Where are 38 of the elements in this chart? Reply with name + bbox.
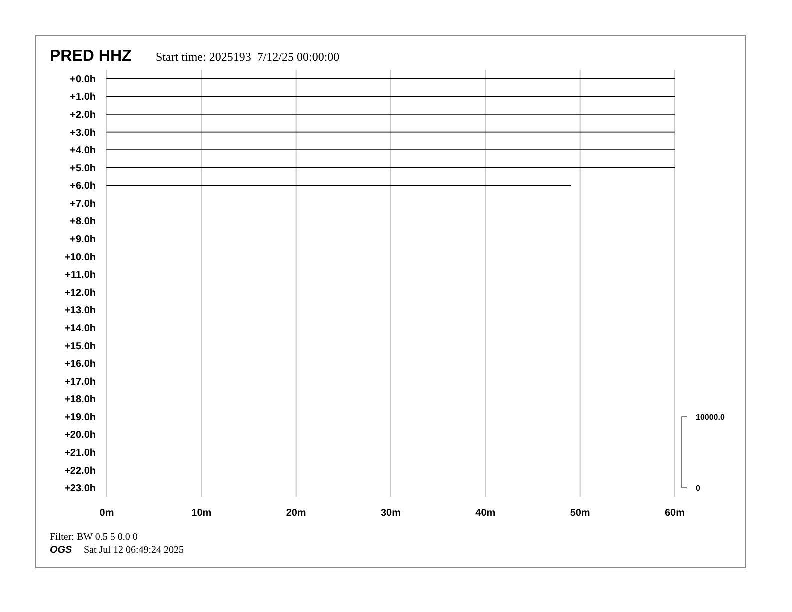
y-tick-label: +17.0h xyxy=(64,376,96,388)
y-tick-label: +11.0h xyxy=(65,270,96,282)
x-tick-label: 10m xyxy=(192,508,212,519)
x-tick-label: 60m xyxy=(664,508,686,519)
y-tick-label: +15.0h xyxy=(64,341,96,352)
y-tick-label: +3.0h xyxy=(70,128,96,139)
y-tick-label: +14.0h xyxy=(64,323,96,334)
y-tick-label: +5.0h xyxy=(70,163,96,174)
y-tick-label: +18.0h xyxy=(64,394,96,406)
x-tick-label: 0m xyxy=(100,508,114,519)
x-tick-label: 40m xyxy=(476,508,496,519)
y-tick-label: +23.0h xyxy=(64,484,96,495)
y-tick-label: +1.0h xyxy=(70,92,96,104)
y-tick-label: +19.0h xyxy=(64,412,96,424)
chart-subtitle: Start time: 2025193 7/12/25 00:00:00 xyxy=(156,50,340,64)
y-tick-label: +9.0h xyxy=(70,234,96,246)
x-tick-label: 30m xyxy=(380,508,402,519)
text: Filter: BW 0.5 5 0.0 0 xyxy=(50,532,138,543)
y-tick-label: +7.0h xyxy=(70,198,96,210)
y-tick-label: +6.0h xyxy=(70,181,96,192)
y-tick-label: +10.0h xyxy=(64,252,96,264)
text: 10000.0 xyxy=(696,413,726,422)
chart-title: PRED HHZ xyxy=(50,48,132,65)
y-tick-label: +8.0h xyxy=(70,216,96,228)
y-tick-label: +0.0h xyxy=(70,74,96,86)
y-tick-label: +22.0h xyxy=(64,466,96,477)
y-tick-label: +2.0h xyxy=(70,110,96,121)
y-tick-label: +12.0h xyxy=(64,288,96,299)
y-tick-label: +20.0h xyxy=(64,430,96,442)
x-tick-label: 50m xyxy=(570,508,590,519)
y-tick-label: +21.0h xyxy=(64,448,96,460)
y-tick-label: +16.0h xyxy=(64,359,96,370)
y-tick-label: +4.0h xyxy=(70,146,96,157)
y-tick-label: +13.0h xyxy=(64,306,96,317)
text: 0 xyxy=(696,484,701,493)
text: Sat Jul 12 06:49:24 2025 xyxy=(84,545,184,556)
x-tick-label: 20m xyxy=(286,508,306,519)
text: OGS xyxy=(50,545,73,556)
